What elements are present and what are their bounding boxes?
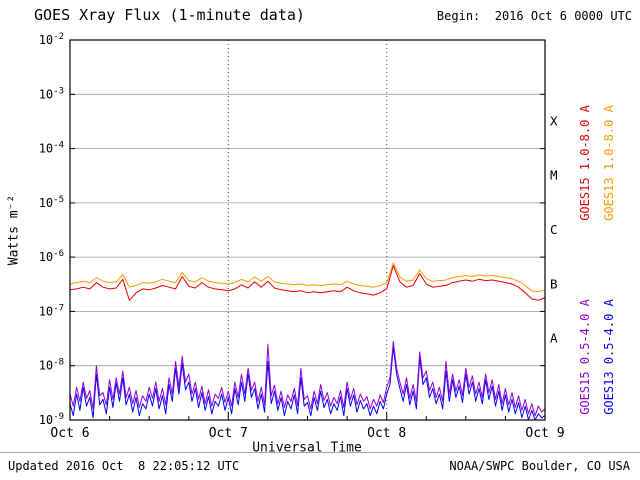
series-goes15-0-5-4-0-a <box>69 340 546 417</box>
flare-class-label: M <box>550 168 558 183</box>
x-day-label: Oct 9 <box>525 426 564 441</box>
y-tick-label: 10-9 <box>39 412 64 427</box>
legend-goes15-short: GOES15 0.5-4.0 A <box>578 299 592 415</box>
x-axis-label: Universal Time <box>252 440 362 456</box>
plot-frame <box>69 39 546 421</box>
y-tick-label: 10-6 <box>39 249 64 264</box>
series-goes15-1-0-8-0-a <box>69 265 546 301</box>
begin-timestamp: Begin: 2016 Oct 6 0000 UTC <box>436 9 632 23</box>
y-axis-label: Watts m⁻² <box>6 194 22 266</box>
legend-goes13-long: GOES13 1.0-8.0 A <box>602 105 616 221</box>
y-tick-label: 10-7 <box>39 303 64 318</box>
chart-title: GOES Xray Flux (1-minute data) <box>34 6 305 24</box>
legend-goes15-long: GOES15 1.0-8.0 A <box>578 105 592 221</box>
y-tick-label: 10-2 <box>39 32 64 47</box>
x-day-label: Oct 6 <box>50 426 89 441</box>
y-tick-label: 10-5 <box>39 195 64 210</box>
x-day-label: Oct 8 <box>367 426 406 441</box>
source-attribution: NOAA/SWPC Boulder, CO USA <box>449 459 630 473</box>
legend-goes13-short: GOES13 0.5-4.0 A <box>602 299 616 415</box>
y-tick-label: 10-8 <box>39 358 64 373</box>
flare-class-label: X <box>550 113 558 128</box>
footer-divider <box>0 452 640 453</box>
series-goes13-1-0-8-0-a <box>69 262 546 293</box>
series-goes13-0-5-4-0-a <box>69 346 546 421</box>
y-tick-label: 10-4 <box>39 141 64 156</box>
flare-class-label: A <box>550 331 558 346</box>
flare-class-label: C <box>550 222 558 237</box>
y-tick-label: 10-3 <box>39 86 64 101</box>
x-day-label: Oct 7 <box>209 426 248 441</box>
updated-timestamp: Updated 2016 Oct 8 22:05:12 UTC <box>8 459 240 473</box>
flare-class-label: B <box>550 276 558 291</box>
